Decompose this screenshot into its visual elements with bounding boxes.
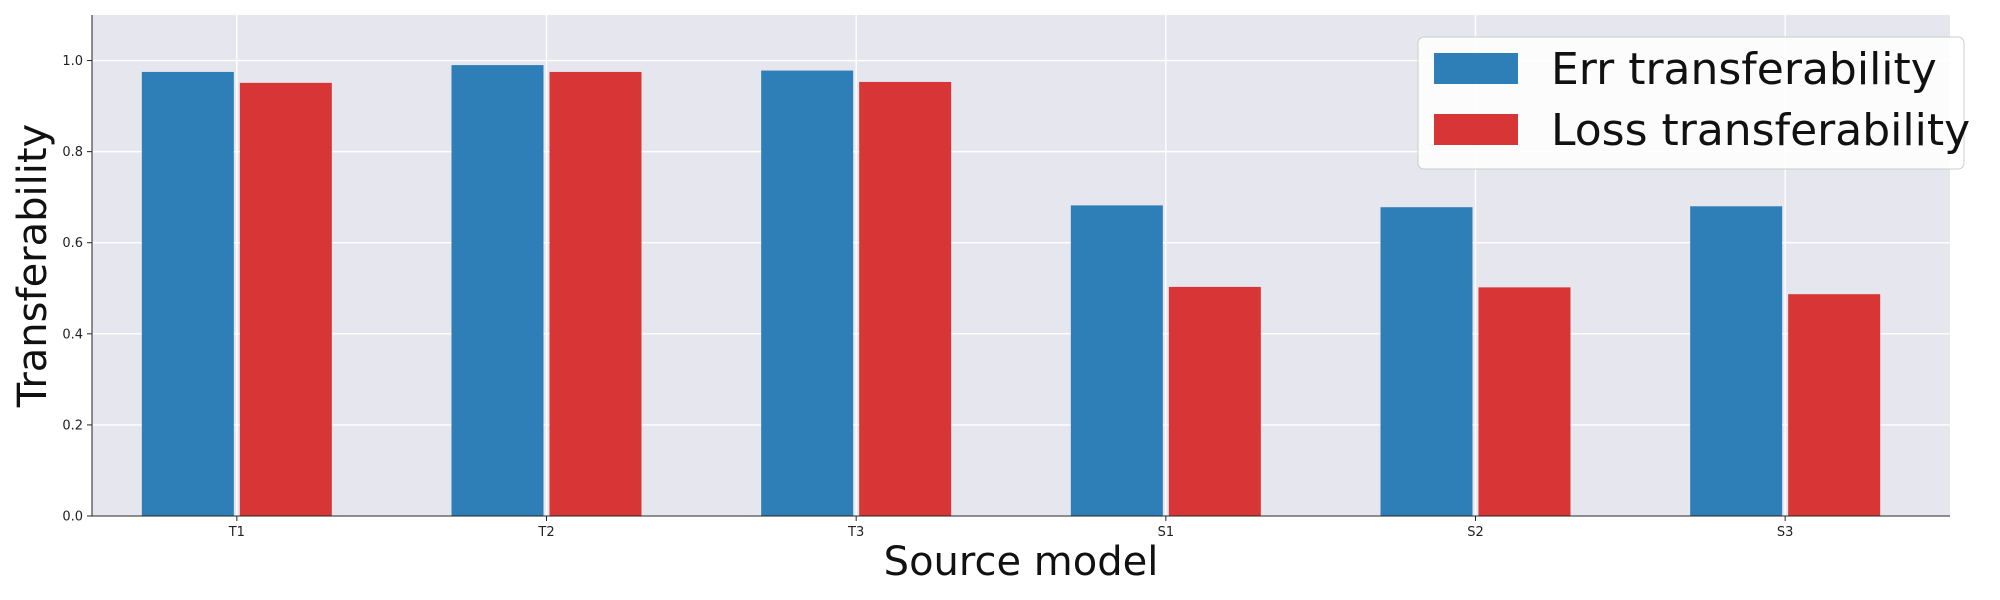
x-tick-labels: T1 T2 T3 S1 S2 S3 — [228, 516, 1794, 540]
y-tick-label: 0.4 — [62, 327, 83, 342]
y-tick-label: 0.0 — [62, 510, 83, 525]
err-bar-s3 — [1690, 206, 1783, 517]
x-tick-label: S2 — [1467, 525, 1484, 540]
x-tick-label: T1 — [228, 525, 245, 540]
err-bar-t3 — [761, 70, 854, 516]
err-bar-t1 — [141, 71, 234, 516]
err-bar-s2 — [1380, 207, 1473, 516]
loss-bar-t3 — [859, 81, 952, 517]
bars — [141, 65, 1881, 517]
err-bar-s1 — [1070, 205, 1163, 516]
y-tick-label: 0.6 — [62, 236, 83, 251]
y-axis-title: Transferability — [10, 124, 56, 408]
y-tick-labels: 0.0 0.2 0.4 0.6 0.8 1.0 — [62, 54, 92, 525]
legend-label-loss: Loss transferability — [1551, 105, 1970, 156]
loss-bar-t2 — [549, 71, 642, 516]
y-tick-label: 1.0 — [62, 54, 83, 69]
legend-box — [1417, 36, 1965, 170]
x-tick-label: T3 — [847, 525, 864, 540]
grid-lines — [92, 15, 1950, 517]
err-bar-t2 — [451, 65, 544, 516]
legend-label-err: Err transferability — [1551, 44, 1937, 95]
loss-bar-t1 — [239, 82, 332, 516]
legend: Err transferability Loss transferability — [1417, 36, 1970, 170]
x-axis-title: Source model — [884, 539, 1159, 585]
x-tick-label: T2 — [537, 525, 554, 540]
loss-bar-s3 — [1788, 294, 1881, 516]
x-tick-label: S3 — [1777, 525, 1794, 540]
legend-swatch-loss — [1434, 114, 1518, 145]
loss-bar-s1 — [1168, 286, 1261, 516]
y-tick-label: 0.8 — [62, 145, 83, 160]
loss-bar-s2 — [1478, 287, 1571, 516]
x-tick-label: S1 — [1158, 525, 1175, 540]
y-tick-label: 0.2 — [62, 418, 83, 433]
legend-swatch-err — [1434, 53, 1518, 84]
